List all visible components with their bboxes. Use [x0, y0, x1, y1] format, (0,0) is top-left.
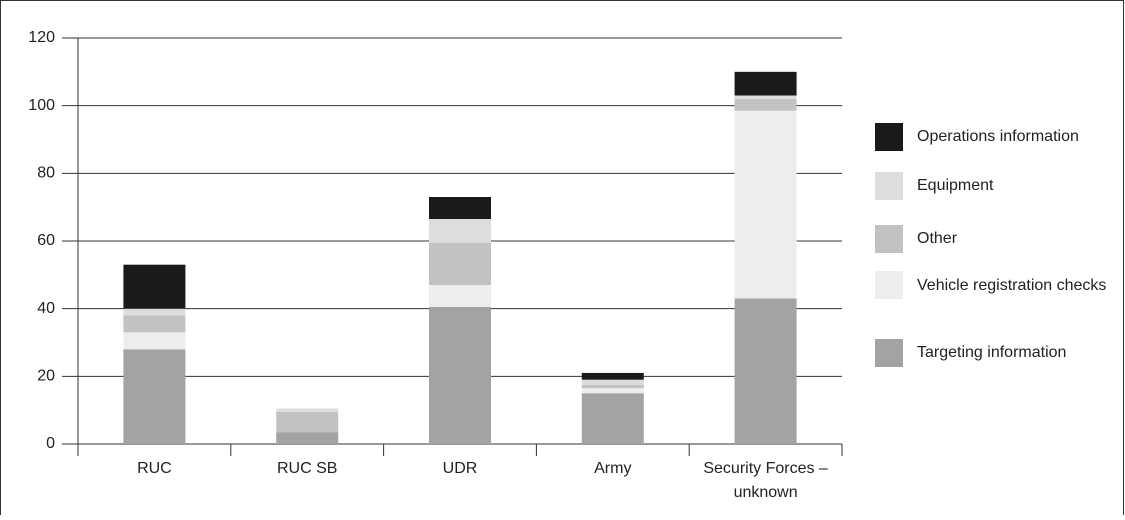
bar-segment	[581, 393, 644, 444]
legend-label: Targeting information	[917, 344, 1067, 361]
legend-label-box: Equipment	[917, 177, 994, 194]
bar-segment	[276, 432, 339, 444]
legend-label: Vehicle registration checks	[917, 277, 1107, 294]
y-tick-label: 60	[37, 232, 55, 249]
y-tick-label: 80	[37, 165, 55, 182]
x-tick-label-box: RUC SB	[276, 460, 338, 477]
bar-segment	[429, 197, 491, 220]
x-tick-label-box: Security Forces – unknown	[703, 460, 828, 501]
bar-segment	[429, 242, 491, 285]
bar-segment	[581, 379, 644, 385]
bar-segment	[734, 98, 797, 111]
bar-segment	[429, 219, 491, 243]
legend-label-box: Vehicle registration checks	[917, 277, 1107, 294]
legend-swatch	[875, 225, 903, 253]
legend-label: Operations information	[917, 128, 1079, 145]
bar-segment	[123, 308, 186, 316]
bar-segment	[123, 264, 186, 309]
bar-segment	[734, 110, 797, 299]
y-tick-label: 100	[28, 97, 55, 114]
x-tick-label: Security Forces – unknown	[703, 460, 828, 501]
x-tick-label: RUC	[137, 460, 172, 477]
legend-label-box: Other	[917, 230, 958, 247]
x-tick-label-box: Army	[594, 460, 632, 477]
legend-label: Other	[917, 230, 958, 247]
bar-segment	[123, 332, 186, 350]
legend-label: Equipment	[917, 177, 994, 194]
bar-segment	[581, 372, 644, 380]
bar-segment	[734, 298, 797, 444]
bar-segment	[276, 408, 339, 412]
y-tick-label: 120	[28, 29, 55, 46]
y-tick-label: 20	[37, 368, 55, 385]
x-tick-label: UDR	[442, 460, 478, 477]
bar-segment	[734, 95, 797, 99]
legend-swatch	[875, 271, 903, 299]
bar-segment	[429, 284, 491, 307]
bar-segment	[429, 306, 491, 444]
x-tick-label-box: UDR	[442, 460, 478, 477]
x-tick-label: RUC SB	[276, 460, 338, 477]
bar-segment	[276, 411, 339, 433]
x-tick-label-box: RUC	[137, 460, 172, 477]
bar-segment	[581, 384, 644, 389]
bar-segment	[123, 349, 186, 444]
bar-segment	[581, 388, 644, 394]
legend-swatch	[875, 339, 903, 367]
legend-swatch	[875, 172, 903, 200]
legend-swatch	[875, 123, 903, 151]
bar-segment	[123, 315, 186, 333]
y-tick-label: 40	[37, 300, 55, 317]
legend-label-box: Operations information	[917, 128, 1079, 145]
legend-label-box: Targeting information	[917, 344, 1067, 361]
x-tick-label: Army	[594, 460, 632, 477]
bar-segment	[734, 71, 797, 96]
y-tick-label: 0	[46, 435, 55, 452]
